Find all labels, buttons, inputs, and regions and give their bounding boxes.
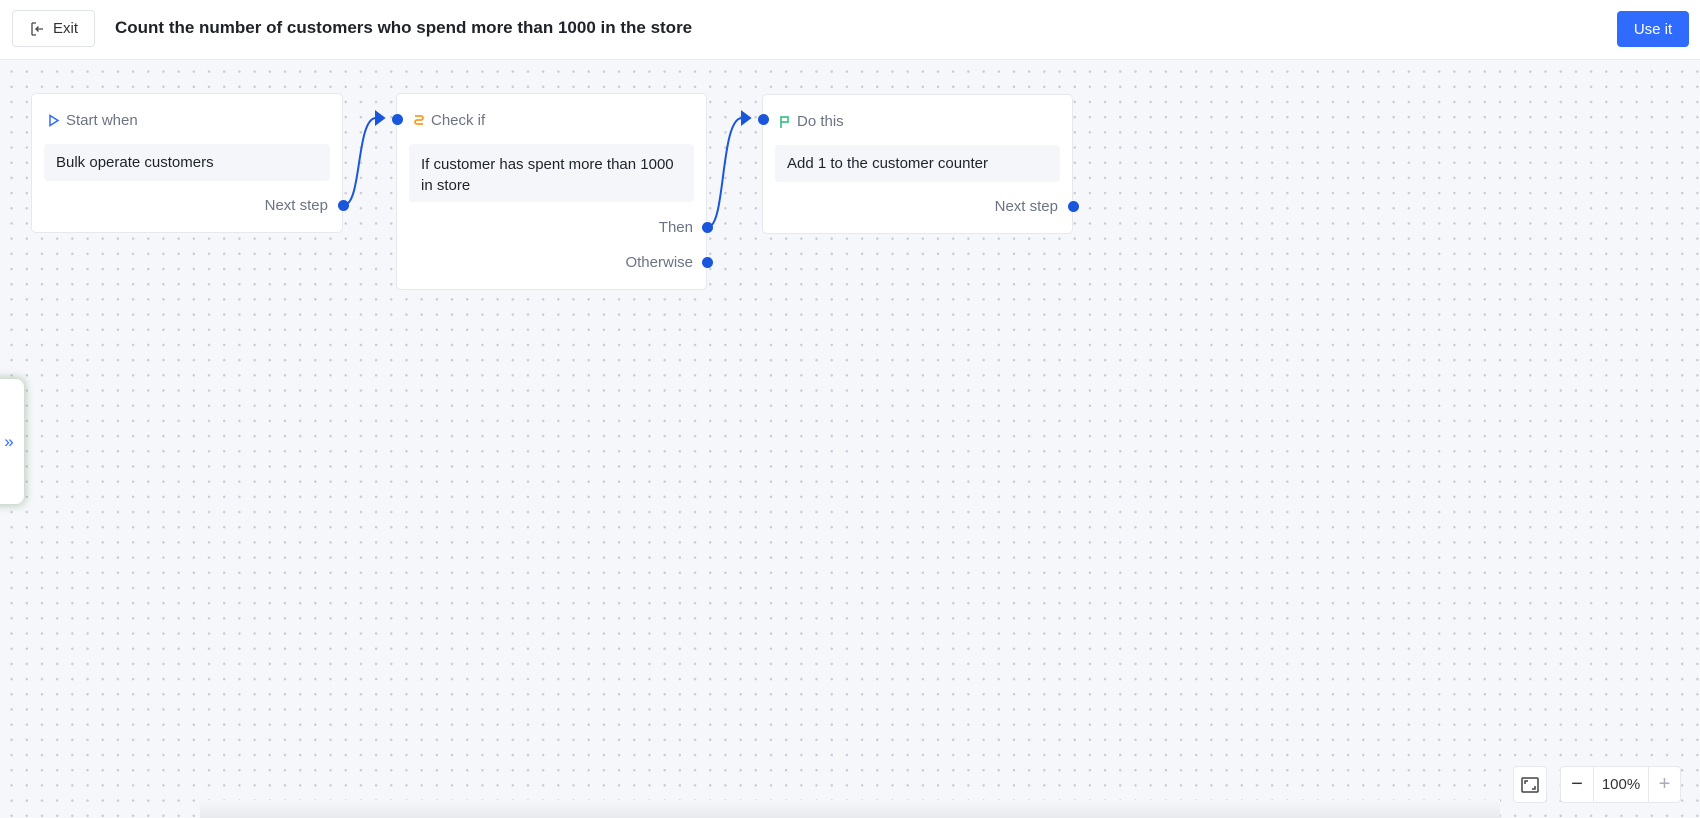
page-title: Count the number of customers who spend … <box>115 18 693 37</box>
node-content: If customer has spent more than 1000 in … <box>409 144 694 202</box>
use-it-button[interactable]: Use it <box>1617 11 1689 47</box>
exit-label: Exit <box>52 20 78 37</box>
port-label-next-step: Next step <box>994 198 1058 215</box>
node-do-this[interactable]: Do this Add 1 to the customer counter Ne… <box>758 94 1079 234</box>
zoom-controls: − 100% + <box>1560 766 1681 803</box>
fit-screen-button[interactable] <box>1513 766 1547 803</box>
double-chevron-right-icon: » <box>4 431 14 451</box>
flag-icon <box>780 115 789 128</box>
branch-icon <box>414 115 424 125</box>
output-port[interactable] <box>338 200 349 211</box>
node-content: Bulk operate customers <box>44 144 330 181</box>
play-outline-icon <box>49 114 60 127</box>
input-port[interactable] <box>758 114 769 125</box>
node-start-when[interactable]: Start when Bulk operate customers Next s… <box>31 93 349 233</box>
input-port[interactable] <box>392 114 403 125</box>
header: Exit Count the number of customers who s… <box>0 0 1700 60</box>
port-label-otherwise: Otherwise <box>625 254 693 271</box>
output-port[interactable] <box>1068 201 1079 212</box>
exit-icon <box>31 21 43 36</box>
node-type-label: Start when <box>66 112 138 129</box>
fit-screen-icon <box>1521 776 1539 793</box>
port-label-next-step: Next step <box>264 197 328 214</box>
bottom-shadow <box>200 800 1500 818</box>
zoom-out-button[interactable]: − <box>1561 767 1594 802</box>
node-type-label: Check if <box>431 112 486 129</box>
output-port-otherwise[interactable] <box>702 257 713 268</box>
exit-button[interactable]: Exit <box>12 10 95 47</box>
node-content: Add 1 to the customer counter <box>775 145 1060 182</box>
expand-side-panel-button[interactable]: » <box>0 379 24 504</box>
node-type-label: Do this <box>797 113 844 130</box>
zoom-level: 100% <box>1594 767 1649 802</box>
port-label-then: Then <box>658 219 693 236</box>
output-port-then[interactable] <box>702 222 713 233</box>
zoom-in-button[interactable]: + <box>1658 773 1671 795</box>
node-check-if[interactable]: Check if If customer has spent more than… <box>392 93 713 290</box>
